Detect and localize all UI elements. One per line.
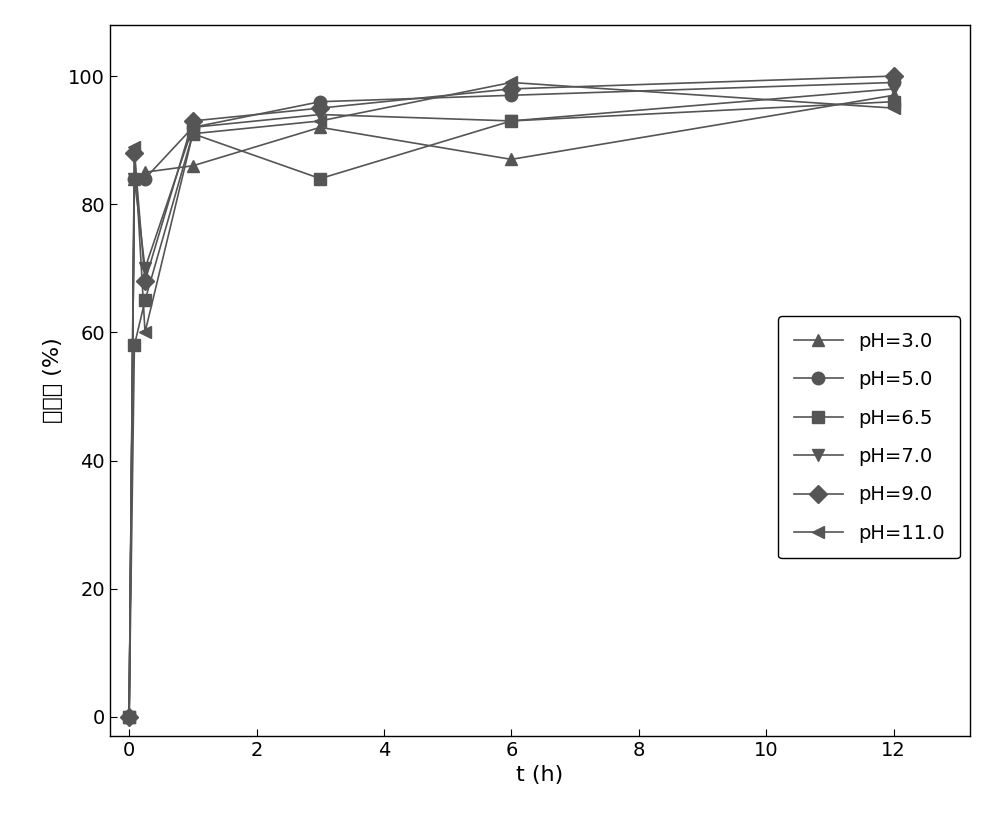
- pH=6.5: [888, 97, 900, 107]
- pH=11.0: [888, 103, 900, 113]
- pH=5.0: [123, 712, 135, 722]
- pH=7.0: [139, 263, 151, 273]
- pH=3.0: [187, 160, 199, 170]
- pH=3.0: [123, 712, 135, 722]
- pH=11.0: [139, 327, 151, 337]
- pH=6.5: [187, 129, 199, 139]
- pH=11.0: [505, 78, 517, 88]
- pH=9.0: [139, 276, 151, 286]
- Line: pH=5.0: pH=5.0: [123, 76, 900, 723]
- pH=3.0: [314, 122, 326, 132]
- pH=3.0: [888, 90, 900, 100]
- pH=9.0: [187, 116, 199, 126]
- pH=3.0: [139, 167, 151, 177]
- pH=5.0: [187, 122, 199, 132]
- pH=5.0: [888, 78, 900, 88]
- pH=7.0: [123, 712, 135, 722]
- pH=5.0: [505, 90, 517, 100]
- pH=11.0: [128, 141, 140, 151]
- pH=11.0: [123, 712, 135, 722]
- pH=5.0: [314, 97, 326, 107]
- pH=6.5: [505, 116, 517, 126]
- Line: pH=7.0: pH=7.0: [123, 83, 900, 723]
- pH=9.0: [314, 103, 326, 113]
- pH=6.5: [139, 295, 151, 305]
- pH=11.0: [314, 116, 326, 126]
- pH=3.0: [128, 174, 140, 184]
- Y-axis label: 去除率 (%): 去除率 (%): [43, 337, 63, 423]
- pH=3.0: [505, 155, 517, 165]
- pH=5.0: [139, 174, 151, 184]
- pH=6.5: [123, 712, 135, 722]
- Line: pH=3.0: pH=3.0: [123, 89, 900, 723]
- pH=6.5: [314, 174, 326, 184]
- pH=5.0: [128, 174, 140, 184]
- pH=9.0: [123, 712, 135, 722]
- pH=7.0: [505, 116, 517, 126]
- Legend: pH=3.0, pH=5.0, pH=6.5, pH=7.0, pH=9.0, pH=11.0: pH=3.0, pH=5.0, pH=6.5, pH=7.0, pH=9.0, …: [778, 316, 960, 558]
- pH=7.0: [888, 84, 900, 93]
- X-axis label: t (h): t (h): [516, 766, 564, 786]
- Line: pH=6.5: pH=6.5: [123, 95, 900, 723]
- pH=9.0: [505, 84, 517, 93]
- Line: pH=9.0: pH=9.0: [123, 69, 900, 723]
- pH=7.0: [187, 122, 199, 132]
- pH=11.0: [187, 129, 199, 139]
- pH=9.0: [888, 71, 900, 81]
- pH=7.0: [314, 109, 326, 119]
- Line: pH=11.0: pH=11.0: [123, 76, 900, 723]
- pH=6.5: [128, 340, 140, 350]
- pH=7.0: [128, 174, 140, 184]
- pH=9.0: [128, 148, 140, 158]
